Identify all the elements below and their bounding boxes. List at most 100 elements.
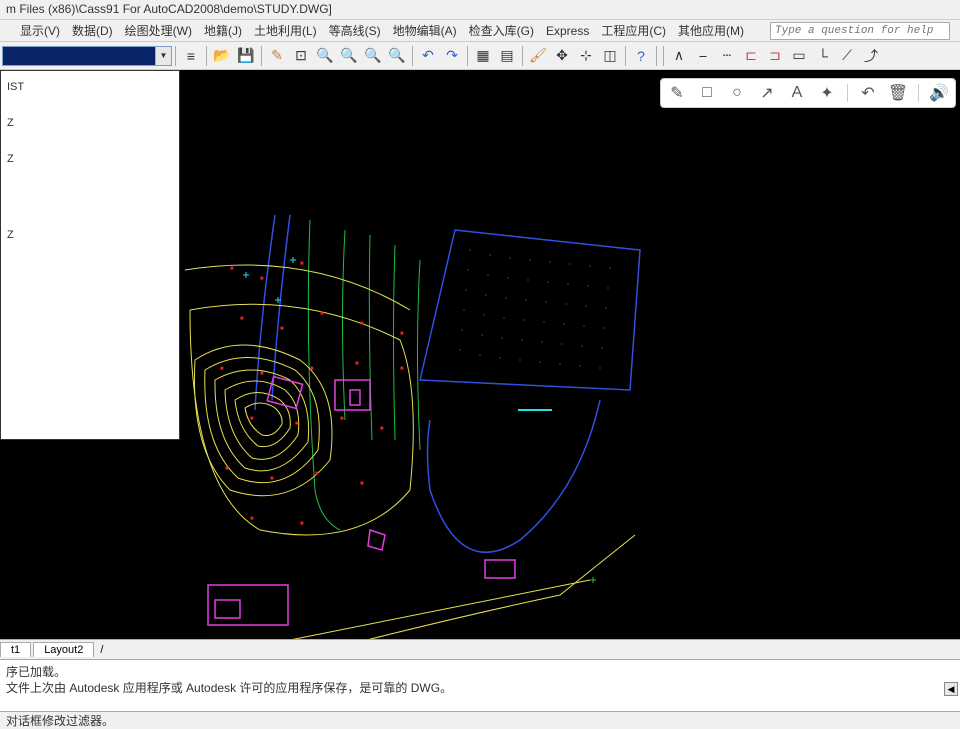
table-icon[interactable]: ▤ xyxy=(496,45,518,67)
line-icon[interactable]: ∧ xyxy=(668,45,690,67)
layer-item[interactable] xyxy=(5,133,175,141)
layer-dropdown[interactable]: ▼ xyxy=(2,46,172,66)
svg-text:■: ■ xyxy=(310,366,314,372)
bracket-icon[interactable]: ⊏ xyxy=(740,45,762,67)
layer-item[interactable] xyxy=(5,193,175,201)
undo-icon[interactable]: ↶ xyxy=(417,45,439,67)
menu-express[interactable]: Express xyxy=(540,22,595,40)
menu-check[interactable]: 检查入库(G) xyxy=(463,20,540,41)
chevron-down-icon[interactable]: ▼ xyxy=(155,47,171,65)
tab-model[interactable]: t1 xyxy=(0,642,31,657)
separator xyxy=(656,46,657,66)
layer-item[interactable] xyxy=(5,201,175,209)
zoom-extents-icon[interactable]: ⊡ xyxy=(290,45,312,67)
redo-icon[interactable]: ↷ xyxy=(441,45,463,67)
line-icon[interactable]: ⎯ xyxy=(692,45,714,67)
scroll-left-icon[interactable]: ◀ xyxy=(944,682,958,696)
pencil-icon[interactable]: ✎ xyxy=(266,45,288,67)
undo-icon[interactable]: ↶ xyxy=(858,83,878,103)
sound-icon[interactable]: 🔊 xyxy=(929,83,949,103)
svg-text:■: ■ xyxy=(400,331,404,337)
main-area: ■■■ ■■■■■ ■■■■■ ■■■■ ■■■■ ■■ IST Z Z xyxy=(0,70,960,639)
layer-item[interactable] xyxy=(5,169,175,177)
square-icon[interactable]: □ xyxy=(697,83,717,103)
move-icon[interactable]: ✥ xyxy=(551,45,573,67)
tool-icon[interactable]: ⤴ xyxy=(860,45,882,67)
rect-icon[interactable]: ▭ xyxy=(788,45,810,67)
menu-cadastre[interactable]: 地籍(J) xyxy=(198,20,248,41)
wand-icon[interactable]: ✦ xyxy=(817,83,837,103)
menu-feature-edit[interactable]: 地物编辑(A) xyxy=(387,20,463,41)
pencil-icon[interactable]: ✎ xyxy=(667,83,687,103)
svg-text:■: ■ xyxy=(295,421,299,427)
bracket-icon[interactable]: ⊐ xyxy=(764,45,786,67)
zoom-out-icon[interactable]: 🔍 xyxy=(338,45,360,67)
angle-icon[interactable]: └ xyxy=(812,45,834,67)
layer-item[interactable]: Z xyxy=(5,113,175,133)
separator xyxy=(261,46,262,66)
separator xyxy=(522,46,523,66)
separator xyxy=(206,46,207,66)
separator xyxy=(412,46,413,66)
menu-bar: 显示(V) 数据(D) 绘图处理(W) 地籍(J) 土地利用(L) 等高线(S)… xyxy=(0,20,960,42)
help-icon[interactable]: ? xyxy=(630,45,652,67)
layer-item[interactable] xyxy=(5,209,175,217)
menu-engineering[interactable]: 工程应用(C) xyxy=(595,20,672,41)
command-window[interactable]: 序已加载。 文件上次由 Autodesk 应用程序或 Autodesk 许可的应… xyxy=(0,659,960,711)
open-icon[interactable]: 📂 xyxy=(211,45,233,67)
svg-text:■: ■ xyxy=(400,366,404,372)
layer-item[interactable] xyxy=(5,217,175,225)
svg-text:■: ■ xyxy=(315,471,319,477)
menu-draw[interactable]: 绘图处理(W) xyxy=(119,20,198,41)
floating-toolbar: ✎ □ ○ ↗ A ✦ ↶ 🗑 🔊 xyxy=(660,78,956,108)
layer-item[interactable]: IST xyxy=(5,77,175,97)
circle-icon[interactable]: ○ xyxy=(727,83,747,103)
dash-icon[interactable]: ┄ xyxy=(716,45,738,67)
menu-data[interactable]: 数据(D) xyxy=(66,20,119,41)
layer-item[interactable]: Z xyxy=(5,149,175,169)
grid-icon[interactable]: ▦ xyxy=(472,45,494,67)
svg-text:■: ■ xyxy=(380,426,384,432)
list-icon[interactable]: ≡ xyxy=(180,45,202,67)
svg-text:■: ■ xyxy=(250,416,254,422)
tool-icon[interactable]: ⟋ xyxy=(836,45,858,67)
svg-text:■: ■ xyxy=(270,476,274,482)
title-text: m Files (x86)\Cass91 For AutoCAD2008\dem… xyxy=(6,2,332,16)
layout-tabs: t1 Layout2 / xyxy=(0,639,960,659)
menu-other[interactable]: 其他应用(M) xyxy=(672,20,750,41)
arrow-icon[interactable]: ↗ xyxy=(757,83,777,103)
toolbar: ▼ ≡ 📂 💾 ✎ ⊡ 🔍 🔍 🔍 🔍 ↶ ↷ ▦ ▤ 🖌 ✥ ⊹ ◫ ? ∧ … xyxy=(0,42,960,70)
layer-item[interactable] xyxy=(5,141,175,149)
zoom-window-icon[interactable]: 🔍 xyxy=(314,45,336,67)
layer-item[interactable] xyxy=(5,185,175,193)
status-bar: 对话框修改过滤器。 xyxy=(0,711,960,729)
layer-item[interactable]: Z xyxy=(5,225,175,245)
menu-view[interactable]: 显示(V) xyxy=(14,20,66,41)
svg-text:■: ■ xyxy=(360,321,364,327)
layer-item[interactable] xyxy=(5,177,175,185)
menu-item[interactable] xyxy=(2,29,14,33)
cmd-line: 序已加载。 xyxy=(6,664,954,680)
separator xyxy=(467,46,468,66)
layer-list-dropdown[interactable]: IST Z Z Z xyxy=(0,70,180,440)
layer-item[interactable] xyxy=(5,97,175,105)
text-icon[interactable]: A xyxy=(787,83,807,103)
tab-end: / xyxy=(96,644,107,656)
tab-layout2[interactable]: Layout2 xyxy=(33,642,94,657)
save-icon[interactable]: 💾 xyxy=(235,45,257,67)
svg-text:■: ■ xyxy=(225,466,229,472)
menu-landuse[interactable]: 土地利用(L) xyxy=(248,20,323,41)
brush-icon[interactable]: 🖌 xyxy=(527,45,549,67)
menu-contour[interactable]: 等高线(S) xyxy=(323,20,387,41)
trash-icon[interactable]: 🗑 xyxy=(888,83,908,103)
tool-icon[interactable]: ⊹ xyxy=(575,45,597,67)
separator xyxy=(918,84,919,102)
zoom-prev-icon[interactable]: 🔍 xyxy=(386,45,408,67)
svg-text:■: ■ xyxy=(260,371,264,377)
zoom-in-icon[interactable]: 🔍 xyxy=(362,45,384,67)
layer-item[interactable] xyxy=(5,105,175,113)
title-bar: m Files (x86)\Cass91 For AutoCAD2008\dem… xyxy=(0,0,960,20)
status-text: 对话框修改过滤器。 xyxy=(6,712,114,729)
tool-icon[interactable]: ◫ xyxy=(599,45,621,67)
help-input[interactable] xyxy=(770,22,950,40)
